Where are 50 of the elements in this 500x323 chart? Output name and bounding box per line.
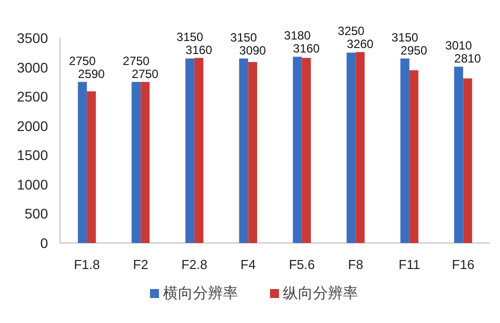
bar xyxy=(409,70,418,243)
x-tick-label: F5.6 xyxy=(288,257,315,272)
y-tick-label: 2000 xyxy=(16,118,48,134)
data-label: 3260 xyxy=(346,37,374,52)
x-tick-label: F2 xyxy=(133,257,148,272)
data-label: 3150 xyxy=(176,30,204,44)
y-tick-label: 500 xyxy=(24,206,48,222)
y-tick-label: 1000 xyxy=(16,176,48,192)
data-label: 3160 xyxy=(293,42,320,56)
x-tick-label: F11 xyxy=(398,257,420,272)
bar xyxy=(140,82,150,243)
data-label: 2750 xyxy=(122,54,150,68)
y-tick-label: 3500 xyxy=(16,30,48,46)
legend-label: 横向分辨率 xyxy=(163,285,238,302)
data-label: 2750 xyxy=(69,54,96,68)
x-tick-label: F1.8 xyxy=(74,257,100,272)
bar xyxy=(194,58,204,243)
data-label: 3010 xyxy=(445,38,472,53)
bar xyxy=(302,58,311,243)
data-label: 3090 xyxy=(239,44,266,58)
bar xyxy=(400,58,410,243)
data-label: 3180 xyxy=(284,28,312,43)
bar xyxy=(248,62,258,243)
bar xyxy=(132,82,141,243)
bar xyxy=(292,56,302,243)
x-tick-label: F16 xyxy=(452,257,474,272)
bar xyxy=(454,66,464,243)
data-label: 2810 xyxy=(454,52,482,66)
bar xyxy=(78,82,87,243)
data-label: 3150 xyxy=(392,30,419,44)
y-tick-label: 2500 xyxy=(16,88,48,105)
bar xyxy=(86,91,96,243)
data-label: 2750 xyxy=(132,66,159,81)
x-tick-label: F8 xyxy=(348,257,364,272)
data-label: 3160 xyxy=(186,42,213,57)
data-label: 2950 xyxy=(400,44,428,58)
bar xyxy=(346,52,356,243)
legend-label: 纵向分辨率 xyxy=(283,285,358,302)
bar xyxy=(356,52,365,243)
bar xyxy=(239,58,248,243)
y-tick-label: 1500 xyxy=(16,147,48,164)
data-label: 3250 xyxy=(338,24,365,38)
y-tick-label: 0 xyxy=(40,235,48,251)
data-label: 3150 xyxy=(230,30,258,44)
bar xyxy=(185,58,194,243)
data-label: 2590 xyxy=(78,66,106,81)
x-tick-label: F2.8 xyxy=(181,257,208,272)
x-tick-label: F4 xyxy=(240,257,256,272)
bar xyxy=(463,78,472,243)
y-tick-label: 3000 xyxy=(16,59,48,76)
